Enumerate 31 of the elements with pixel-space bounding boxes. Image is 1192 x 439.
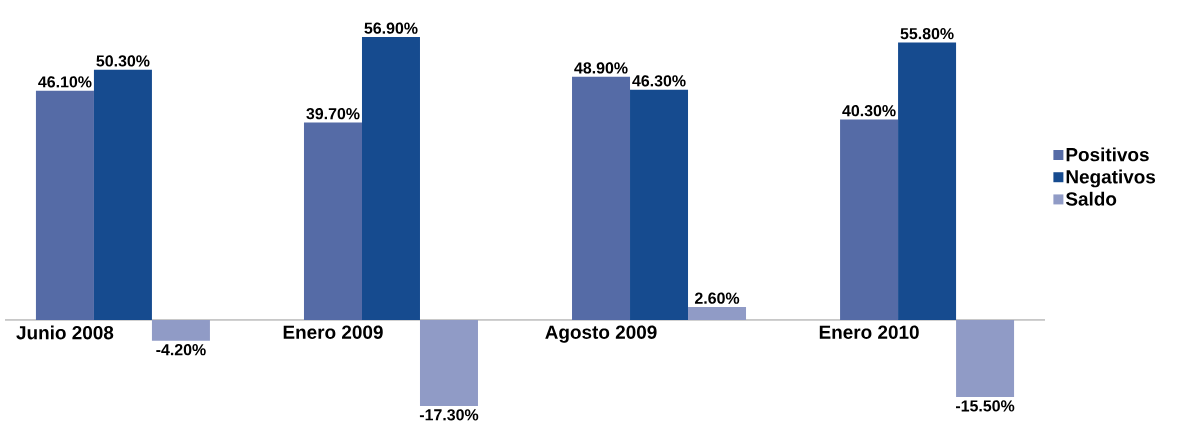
legend-label: Negativos xyxy=(1066,169,1156,188)
data-label: -15.50% xyxy=(956,400,1015,412)
legend-label: Saldo xyxy=(1065,191,1117,206)
data-label: 50.30% xyxy=(96,55,150,67)
bar xyxy=(35,90,94,320)
data-label: 46.10% xyxy=(38,76,92,88)
bar xyxy=(630,89,689,320)
x-tick-label: Agosto 2009 xyxy=(545,325,657,343)
data-label: 39.70% xyxy=(306,108,360,120)
bar xyxy=(93,69,152,320)
x-tick-label: Enero 2009 xyxy=(283,325,383,339)
data-label: 55.80% xyxy=(900,27,954,40)
bar xyxy=(303,122,362,320)
data-label: 56.90% xyxy=(364,22,418,34)
bar xyxy=(898,42,957,320)
x-tick-label: Enero 2010 xyxy=(819,325,919,339)
data-label: 48.90% xyxy=(574,62,628,74)
bar xyxy=(688,307,747,320)
bar xyxy=(572,76,631,320)
data-label: 46.30% xyxy=(632,75,686,87)
bar xyxy=(956,319,1015,398)
bar xyxy=(361,37,420,320)
data-label: 2.60% xyxy=(694,292,740,304)
bar xyxy=(840,119,899,320)
data-label: 40.30% xyxy=(842,105,896,117)
data-label: -4.20% xyxy=(156,344,206,356)
data-label: -17.30% xyxy=(419,409,479,421)
x-tick-label: Junio 2008 xyxy=(16,325,114,340)
bar xyxy=(151,319,210,341)
bar xyxy=(419,319,478,406)
legend-label: Positivos xyxy=(1066,147,1149,162)
